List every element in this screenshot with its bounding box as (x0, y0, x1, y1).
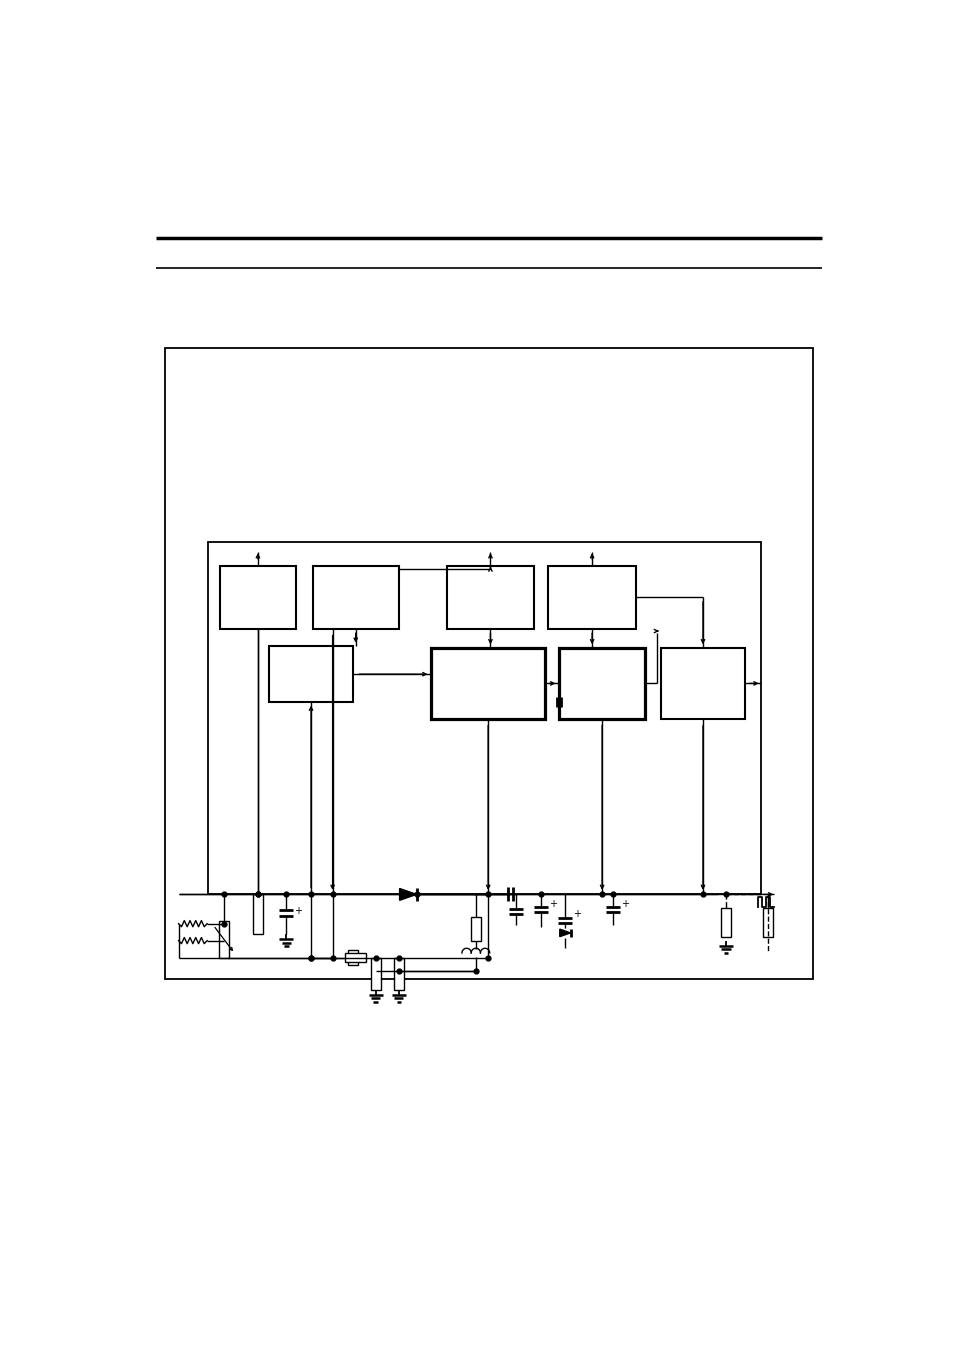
Polygon shape (559, 929, 570, 936)
Bar (371, 958, 380, 990)
Bar (558, 648, 644, 719)
Bar (394, 958, 403, 990)
Bar (446, 566, 534, 628)
Bar (548, 566, 636, 628)
Bar (208, 542, 760, 894)
Text: +: + (548, 898, 557, 909)
Bar (347, 950, 357, 965)
Bar (659, 648, 744, 719)
Bar (269, 646, 353, 703)
Bar (345, 952, 366, 962)
Text: +: + (294, 907, 302, 916)
Bar (720, 908, 730, 936)
Bar (220, 566, 295, 628)
Bar (219, 921, 229, 958)
Bar (313, 566, 398, 628)
Bar (471, 917, 480, 940)
Bar (762, 908, 773, 936)
Text: +: + (620, 898, 628, 909)
Text: +: + (572, 909, 580, 920)
Polygon shape (399, 889, 416, 900)
Bar (253, 894, 263, 935)
Bar (165, 347, 812, 979)
Bar (431, 648, 544, 719)
